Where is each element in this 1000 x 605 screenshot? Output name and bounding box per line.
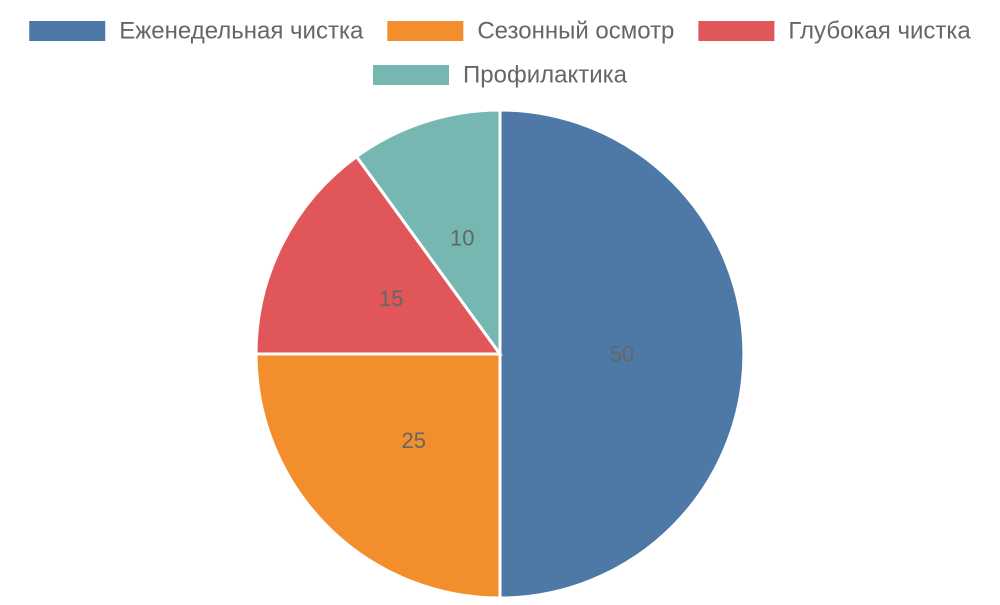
pie-slice-4 bbox=[354, 108, 502, 359]
legend-swatch-4 bbox=[373, 65, 449, 85]
legend-label-1: Еженедельная чистка bbox=[119, 18, 364, 45]
legend-item-1[interactable]: Еженедельная чистка bbox=[29, 18, 364, 45]
legend-label-2: Сезонный осмотр bbox=[477, 18, 674, 45]
pie-slice-2 bbox=[254, 352, 502, 600]
pie-data-label-1: 50 bbox=[610, 342, 634, 367]
legend-item-3[interactable]: Глубокая чистка bbox=[698, 18, 971, 45]
legend-item-2[interactable]: Сезонный осмотр bbox=[387, 18, 674, 45]
legend-swatch-1 bbox=[29, 21, 106, 41]
legend-label-4: Профилактика bbox=[463, 62, 628, 89]
pie-data-label-3: 15 bbox=[379, 286, 403, 311]
pie-data-label-4: 10 bbox=[450, 225, 474, 250]
legend-swatch-3 bbox=[698, 21, 775, 41]
legend-label-3: Глубокая чистка bbox=[788, 18, 971, 45]
legend-item-4[interactable]: Профилактика bbox=[373, 62, 628, 89]
pie-slice-1 bbox=[498, 108, 746, 600]
legend-swatch-2 bbox=[387, 21, 464, 41]
pie-slice-3 bbox=[254, 154, 503, 356]
pie-slices bbox=[254, 108, 746, 600]
pie-data-label-2: 25 bbox=[401, 428, 425, 453]
legend: Еженедельная чистка Сезонный осмотр Глубок… bbox=[29, 18, 971, 89]
pie-data-labels: 50 25 15 10 bbox=[379, 225, 634, 452]
